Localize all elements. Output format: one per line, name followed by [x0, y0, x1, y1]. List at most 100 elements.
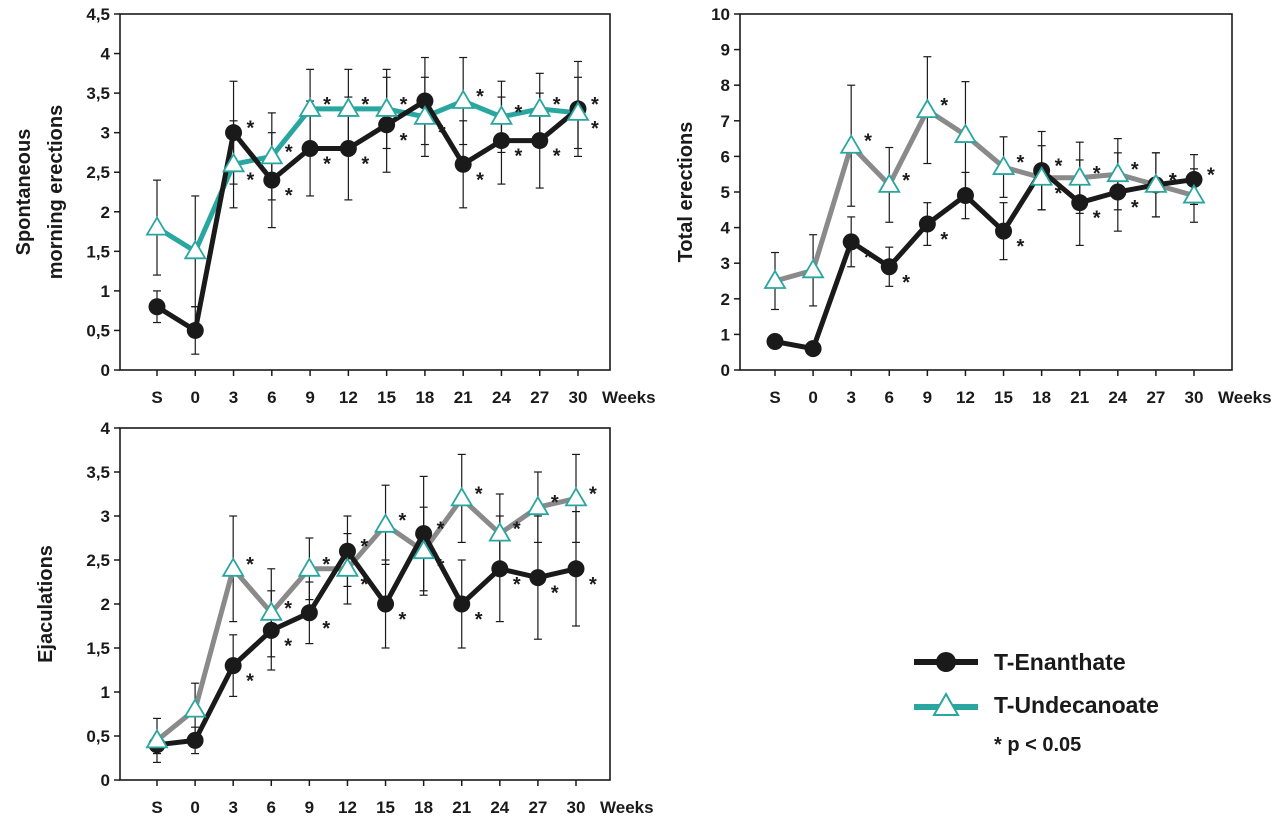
- y-tick-label: 1,5: [86, 242, 110, 261]
- significance-star: *: [247, 118, 255, 140]
- point-enanthate: [186, 321, 204, 339]
- point-undecanoate: [839, 133, 863, 154]
- x-tick-label: 3: [846, 388, 855, 407]
- point-undecanoate: [413, 105, 437, 125]
- significance-star: *: [591, 118, 599, 140]
- y-tick-label: 10: [711, 5, 730, 24]
- x-tick-label: 3: [228, 798, 237, 817]
- point-undecanoate: [991, 155, 1016, 175]
- significance-star: *: [1169, 170, 1177, 192]
- plot-frame: [119, 13, 611, 371]
- x-tick-label: 21: [1070, 388, 1089, 407]
- y-tick-label: 0: [101, 361, 110, 380]
- legend-label-undecanoate: T-Undecanoate: [994, 691, 1159, 718]
- x-tick-label: 24: [1108, 388, 1127, 407]
- point-undecanoate: [489, 105, 514, 125]
- significance-star: *: [323, 94, 331, 116]
- point-undecanoate: [451, 89, 475, 109]
- y-tick-label: 5: [721, 183, 730, 202]
- point-enanthate: [377, 595, 395, 613]
- point-undecanoate: [1030, 165, 1054, 186]
- y-tick-label: 2,5: [86, 163, 110, 182]
- significance-star: *: [360, 574, 368, 596]
- point-enanthate: [1185, 171, 1203, 189]
- x-tick-label: 15: [377, 388, 396, 407]
- y-tick-label: 3,5: [86, 84, 110, 103]
- x-tick-label: 12: [956, 388, 975, 407]
- significance-star: *: [323, 153, 331, 175]
- y-axis-label-line1: Spontaneous: [13, 129, 35, 256]
- point-undecanoate: [221, 557, 245, 577]
- y-axis-label: Ejaculations: [35, 545, 57, 663]
- significance-star: *: [361, 94, 369, 116]
- significance-note: * p < 0.05: [994, 734, 1082, 756]
- significance-star: *: [902, 272, 910, 294]
- point-enanthate: [416, 92, 434, 110]
- x-axis-label: Weeks: [1218, 388, 1272, 407]
- significance-star: *: [360, 536, 368, 558]
- point-enanthate: [224, 657, 242, 675]
- y-tick-label: 1: [101, 683, 110, 702]
- legend-item-enanthate: T-Enanthate: [912, 648, 1126, 676]
- y-tick-label: 4: [721, 219, 731, 238]
- point-undecanoate: [336, 97, 360, 117]
- significance-star: *: [1055, 156, 1063, 178]
- point-undecanoate: [259, 601, 283, 621]
- significance-star: *: [589, 574, 597, 596]
- point-undecanoate: [1182, 183, 1206, 204]
- point-undecanoate: [915, 98, 939, 119]
- point-undecanoate: [566, 101, 590, 121]
- x-tick-label: 24: [490, 798, 509, 817]
- significance-star: *: [940, 229, 948, 251]
- point-enanthate: [378, 116, 396, 134]
- significance-star: *: [475, 609, 483, 631]
- x-tick-label: S: [151, 798, 162, 817]
- point-enanthate: [531, 132, 549, 150]
- point-enanthate: [339, 139, 357, 157]
- point-enanthate: [263, 171, 281, 189]
- point-undecanoate: [145, 215, 169, 236]
- point-undecanoate: [375, 97, 399, 117]
- point-undecanoate: [335, 557, 360, 577]
- y-tick-label: 0: [721, 361, 730, 380]
- significance-star: *: [1169, 170, 1177, 192]
- x-tick-label: 30: [569, 388, 588, 407]
- significance-star: *: [1207, 165, 1215, 187]
- significance-star: *: [553, 94, 561, 116]
- x-tick-label: 3: [229, 388, 238, 407]
- significance-star: *: [322, 554, 330, 576]
- point-undecanoate: [763, 269, 787, 289]
- point-enanthate: [453, 595, 471, 613]
- y-tick-label: 0,5: [86, 321, 110, 340]
- chart-morning-erections: 0 0,5 1 1,5 2 2,5 3 3,5 4 4,5 S 0 3 6 9 12 15 18 21 24 27 30 W…: [13, 5, 656, 407]
- y-tick-label: 1,5: [86, 639, 110, 658]
- significance-star: *: [437, 519, 445, 541]
- x-tick-label: 24: [492, 388, 511, 407]
- significance-star: *: [513, 519, 521, 541]
- x-tick-label: 15: [994, 388, 1013, 407]
- y-axis-label: Total erections: [675, 122, 697, 263]
- significance-star: *: [400, 130, 408, 152]
- significance-star: *: [284, 635, 292, 657]
- point-enanthate: [567, 560, 585, 578]
- x-tick-label: 21: [454, 388, 473, 407]
- significance-star: *: [551, 492, 559, 514]
- y-tick-label: 8: [721, 76, 730, 95]
- x-tick-label: 15: [376, 798, 395, 817]
- y-tick-label: 3: [101, 124, 110, 143]
- legend-triangle-marker-icon: [914, 691, 978, 716]
- y-tick-label: 1: [101, 282, 110, 301]
- x-tick-label: 18: [414, 798, 433, 817]
- significance-star: *: [438, 122, 446, 144]
- x-tick-label: 6: [885, 388, 894, 407]
- series-line-enanthate: [156, 531, 577, 748]
- point-enanthate: [415, 525, 433, 543]
- series-line-undecanoate: [155, 98, 579, 254]
- point-undecanoate: [564, 486, 588, 507]
- x-tick-label: 30: [1185, 388, 1204, 407]
- x-tick-label: 9: [923, 388, 932, 407]
- y-tick-label: 2: [101, 595, 110, 614]
- point-enanthate: [880, 258, 898, 276]
- point-enanthate: [1071, 194, 1089, 212]
